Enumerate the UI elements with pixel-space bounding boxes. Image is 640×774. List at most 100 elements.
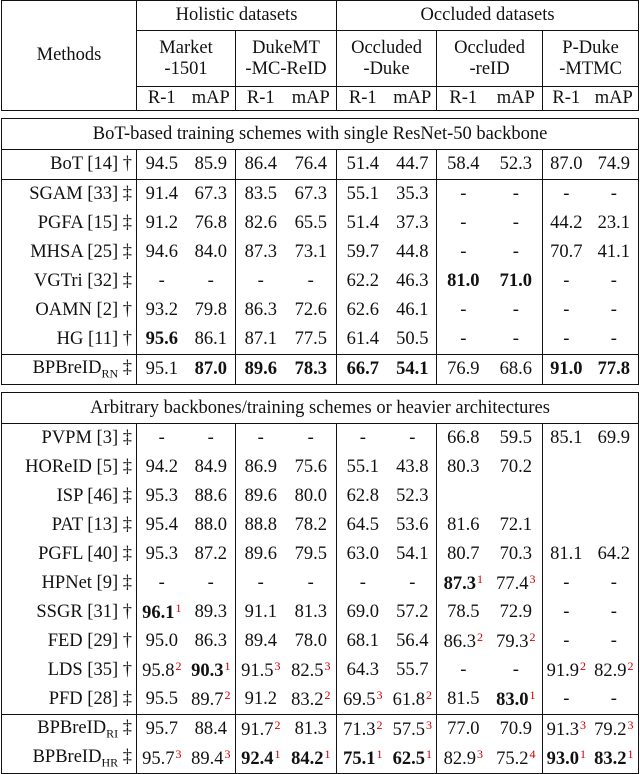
metric-value: 95.3 (145, 544, 178, 564)
metric-value: 76.8 (194, 213, 227, 233)
metric-cell (589, 453, 640, 482)
metric-value: 75.6 (294, 457, 327, 477)
metric-value: 89.3 (194, 602, 227, 622)
metric-cell: 64.5 (337, 511, 389, 540)
metric-cell: 89.6 (236, 482, 286, 511)
metric-value: - (409, 428, 416, 448)
metric-cell: 89.72 (186, 685, 236, 715)
metric-cell: 69.53 (337, 685, 389, 715)
metric-cell: 52.3 (489, 149, 544, 180)
rank-superscript: 1 (425, 747, 432, 761)
metric-value: 66.7 (346, 359, 379, 379)
metric-value: - (610, 271, 617, 291)
method-base-name: BPBreID (32, 746, 102, 767)
metric-value: 80.7 (447, 544, 480, 564)
metric-cell (589, 482, 640, 511)
table-row: OAMN [2] † 93.2 79.8 86.3 72.6 62.6 46.1 - - - - (1, 296, 640, 325)
metric-value: - (207, 573, 214, 593)
metric-cell: - (543, 267, 590, 296)
metric-cell: 78.3 (285, 354, 338, 385)
metric-value: - (460, 242, 467, 262)
metric-cell: 89.6 (236, 540, 286, 569)
metric-r1-header: R-1 (542, 86, 590, 111)
rank-superscript: 1 (476, 572, 483, 586)
metric-cell: 70.9 (489, 714, 544, 744)
rank-superscript: 3 (224, 747, 231, 761)
metric-value: 84.9 (194, 457, 227, 477)
metric-cell: 57.2 (388, 598, 438, 627)
metric-value: 64.3 (346, 660, 379, 680)
metric-cell: 84.9 (186, 453, 236, 482)
dataset-name-line2: -1501 (164, 58, 208, 79)
metric-cell (489, 482, 544, 511)
metric-cell: - (489, 296, 544, 325)
metric-value: - (158, 573, 165, 593)
metric-cell: 71.32 (337, 715, 389, 745)
metric-value: 81.3 (294, 719, 327, 739)
metric-cell: 85.9 (186, 149, 236, 180)
method-name: BoT [14] † (1, 149, 137, 180)
metric-value: - (563, 573, 570, 593)
metric-value: 91.5 (241, 661, 274, 681)
metric-cell: 71.0 (489, 267, 544, 296)
metric-value: 81.3 (294, 602, 327, 622)
metric-value: 46.1 (396, 300, 429, 320)
metric-cell: 92.41 (236, 744, 286, 774)
metric-cell: 67.3 (186, 179, 236, 209)
dataset-header: P-Duke -MTMC (542, 30, 640, 87)
metric-cell: 69.9 (589, 423, 640, 453)
metric-value: 82.9 (443, 749, 476, 769)
metric-cell: 72.9 (489, 598, 544, 627)
rank-superscript: 3 (175, 747, 182, 761)
metric-value: 77.4 (496, 574, 529, 594)
metric-value: 51.4 (346, 213, 379, 233)
metric-cell: 75.24 (489, 744, 544, 774)
metric-value: 81.0 (447, 271, 480, 291)
metric-cell: 43.8 (388, 453, 438, 482)
metric-value: 63.0 (346, 544, 379, 564)
metric-cell: - (388, 423, 438, 453)
metric-value: 68.1 (346, 631, 379, 651)
metric-value: 83.5 (244, 184, 277, 204)
metric-cell: 69.0 (337, 598, 389, 627)
method-name: HOReID [5] ‡ (1, 453, 137, 482)
metric-cell: 82.6 (236, 209, 286, 238)
metric-cell: - (589, 569, 640, 598)
metric-cell: 23.1 (589, 209, 640, 238)
metric-cell: 73.1 (285, 238, 338, 267)
metric-cell: 81.3 (285, 598, 338, 627)
table-row: PFD [28] ‡ 95.5 89.72 91.2 83.22 69.53 61.82 81… (1, 685, 640, 715)
metric-value: - (307, 271, 314, 291)
method-name: PGFA [15] ‡ (1, 209, 137, 238)
metric-cell: 53.6 (388, 511, 438, 540)
metric-value: 44.8 (396, 242, 429, 262)
metric-cell: 83.22 (285, 685, 338, 715)
metric-value: 67.3 (194, 184, 227, 204)
metric-cell: 79.8 (186, 296, 236, 325)
method-base-name: BPBreID (37, 717, 107, 738)
dataset-header: Market -1501 (136, 30, 236, 87)
metric-cell: - (236, 569, 286, 598)
metric-cell: 91.33 (543, 715, 590, 745)
metric-cell: 46.3 (388, 267, 438, 296)
table-row: SGAM [33] ‡ 91.4 67.3 83.5 67.3 55.1 35.3 - - - - (1, 179, 640, 210)
method-subscript: RI (106, 726, 119, 741)
metric-cell: 87.31 (437, 569, 490, 598)
metric-cell: 86.1 (186, 325, 236, 355)
metric-cell: 64.3 (337, 656, 389, 685)
dataset-name-line1: Occluded (454, 37, 525, 58)
metric-value: - (207, 428, 214, 448)
metric-value: - (307, 573, 314, 593)
metric-cell: - (285, 569, 338, 598)
rank-superscript: 1 (627, 747, 634, 761)
metric-cell: 95.73 (137, 744, 187, 774)
metric-cell: 91.4 (137, 180, 187, 210)
section-title: BoT-based training schemes with single R… (0, 118, 640, 150)
table-row-ours: BPBreIDRI ‡ 95.7 88.4 91.72 81.3 71.32 57.53 77… (1, 714, 640, 745)
metric-value: 95.5 (145, 689, 178, 709)
metric-value: 62.8 (346, 486, 379, 506)
metric-value: 95.0 (145, 631, 178, 651)
metric-value: 80.0 (294, 486, 327, 506)
